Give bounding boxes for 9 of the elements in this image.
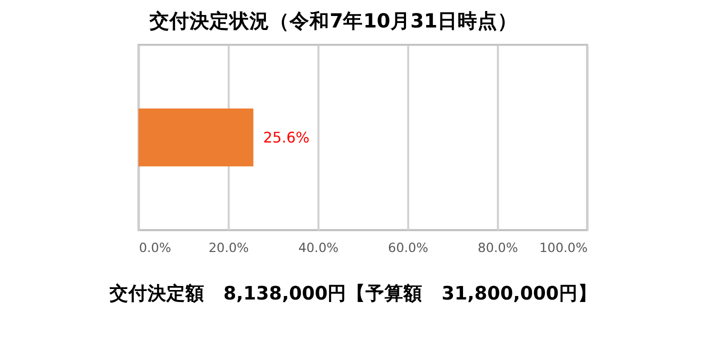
x-tick-label: 40.0% xyxy=(298,240,339,256)
x-tick-label: 0.0% xyxy=(138,240,172,256)
chart-title: 交付決定状況（令和7年10月31日時点） xyxy=(148,9,518,32)
x-tick-label: 80.0% xyxy=(478,240,518,256)
x-tick-label: 60.0% xyxy=(388,240,428,256)
text: 交付決定額 8,138,000円【予算額 31,800,000円】 xyxy=(108,282,597,304)
x-tick-label: 20.0% xyxy=(208,240,249,256)
data-label: 25.6% xyxy=(263,129,310,146)
x-tick-label: 100.0% xyxy=(539,240,588,256)
